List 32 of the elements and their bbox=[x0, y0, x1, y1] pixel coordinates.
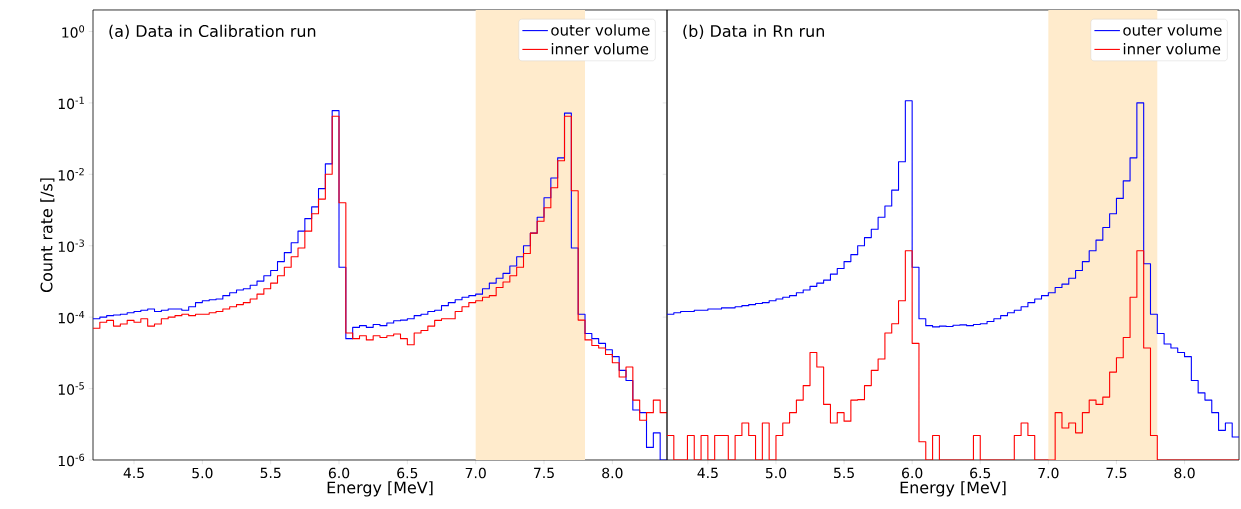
x-tick-label: 6.0 bbox=[328, 467, 350, 479]
x-axis-title: Energy [MeV] bbox=[327, 481, 433, 497]
legend-label: outer volume bbox=[1123, 24, 1222, 36]
legend-label: outer volume bbox=[551, 24, 650, 36]
y-tick-label: 10$^{-6}$ bbox=[58, 453, 85, 467]
x-tick-label: 6.5 bbox=[397, 467, 418, 479]
legend-label: inner volume bbox=[1123, 43, 1221, 55]
x-tick-label: 8.0 bbox=[602, 467, 623, 479]
x-tick-label: 7.0 bbox=[465, 467, 486, 479]
annotation: (a) Data in Calibration run bbox=[109, 24, 316, 39]
y-axis-title: Count rate [/s] bbox=[40, 178, 55, 293]
annotation: (b) Data in Rn run bbox=[683, 24, 824, 39]
x-tick-label: 8.0 bbox=[1174, 467, 1195, 479]
legend-label: inner volume bbox=[551, 43, 649, 55]
x-tick-label: 5.5 bbox=[834, 467, 854, 479]
x-tick-label: 6.0 bbox=[902, 467, 923, 479]
x-tick-label: 6.5 bbox=[970, 467, 991, 479]
x-tick-label: 5.0 bbox=[765, 467, 787, 479]
x-axis-title: Energy [MeV] bbox=[900, 481, 1006, 497]
x-tick-label: 4.5 bbox=[123, 467, 144, 479]
x-tick-label: 7.5 bbox=[534, 467, 554, 479]
y-tick-label: 10$^{0}$ bbox=[62, 25, 85, 38]
x-tick-label: 5.0 bbox=[192, 467, 213, 479]
y-tick-label: 10$^{-4}$ bbox=[58, 310, 85, 324]
y-tick-label: 10$^{-5}$ bbox=[58, 382, 84, 395]
y-tick-label: 10$^{-3}$ bbox=[58, 239, 84, 253]
y-tick-label: 10$^{-1}$ bbox=[58, 96, 84, 110]
y-tick-label: 10$^{-2}$ bbox=[58, 167, 84, 181]
x-tick-label: 7.0 bbox=[1038, 467, 1059, 479]
x-tick-label: 4.5 bbox=[697, 467, 718, 479]
x-tick-label: 5.5 bbox=[260, 467, 281, 479]
x-tick-label: 7.5 bbox=[1106, 467, 1127, 479]
